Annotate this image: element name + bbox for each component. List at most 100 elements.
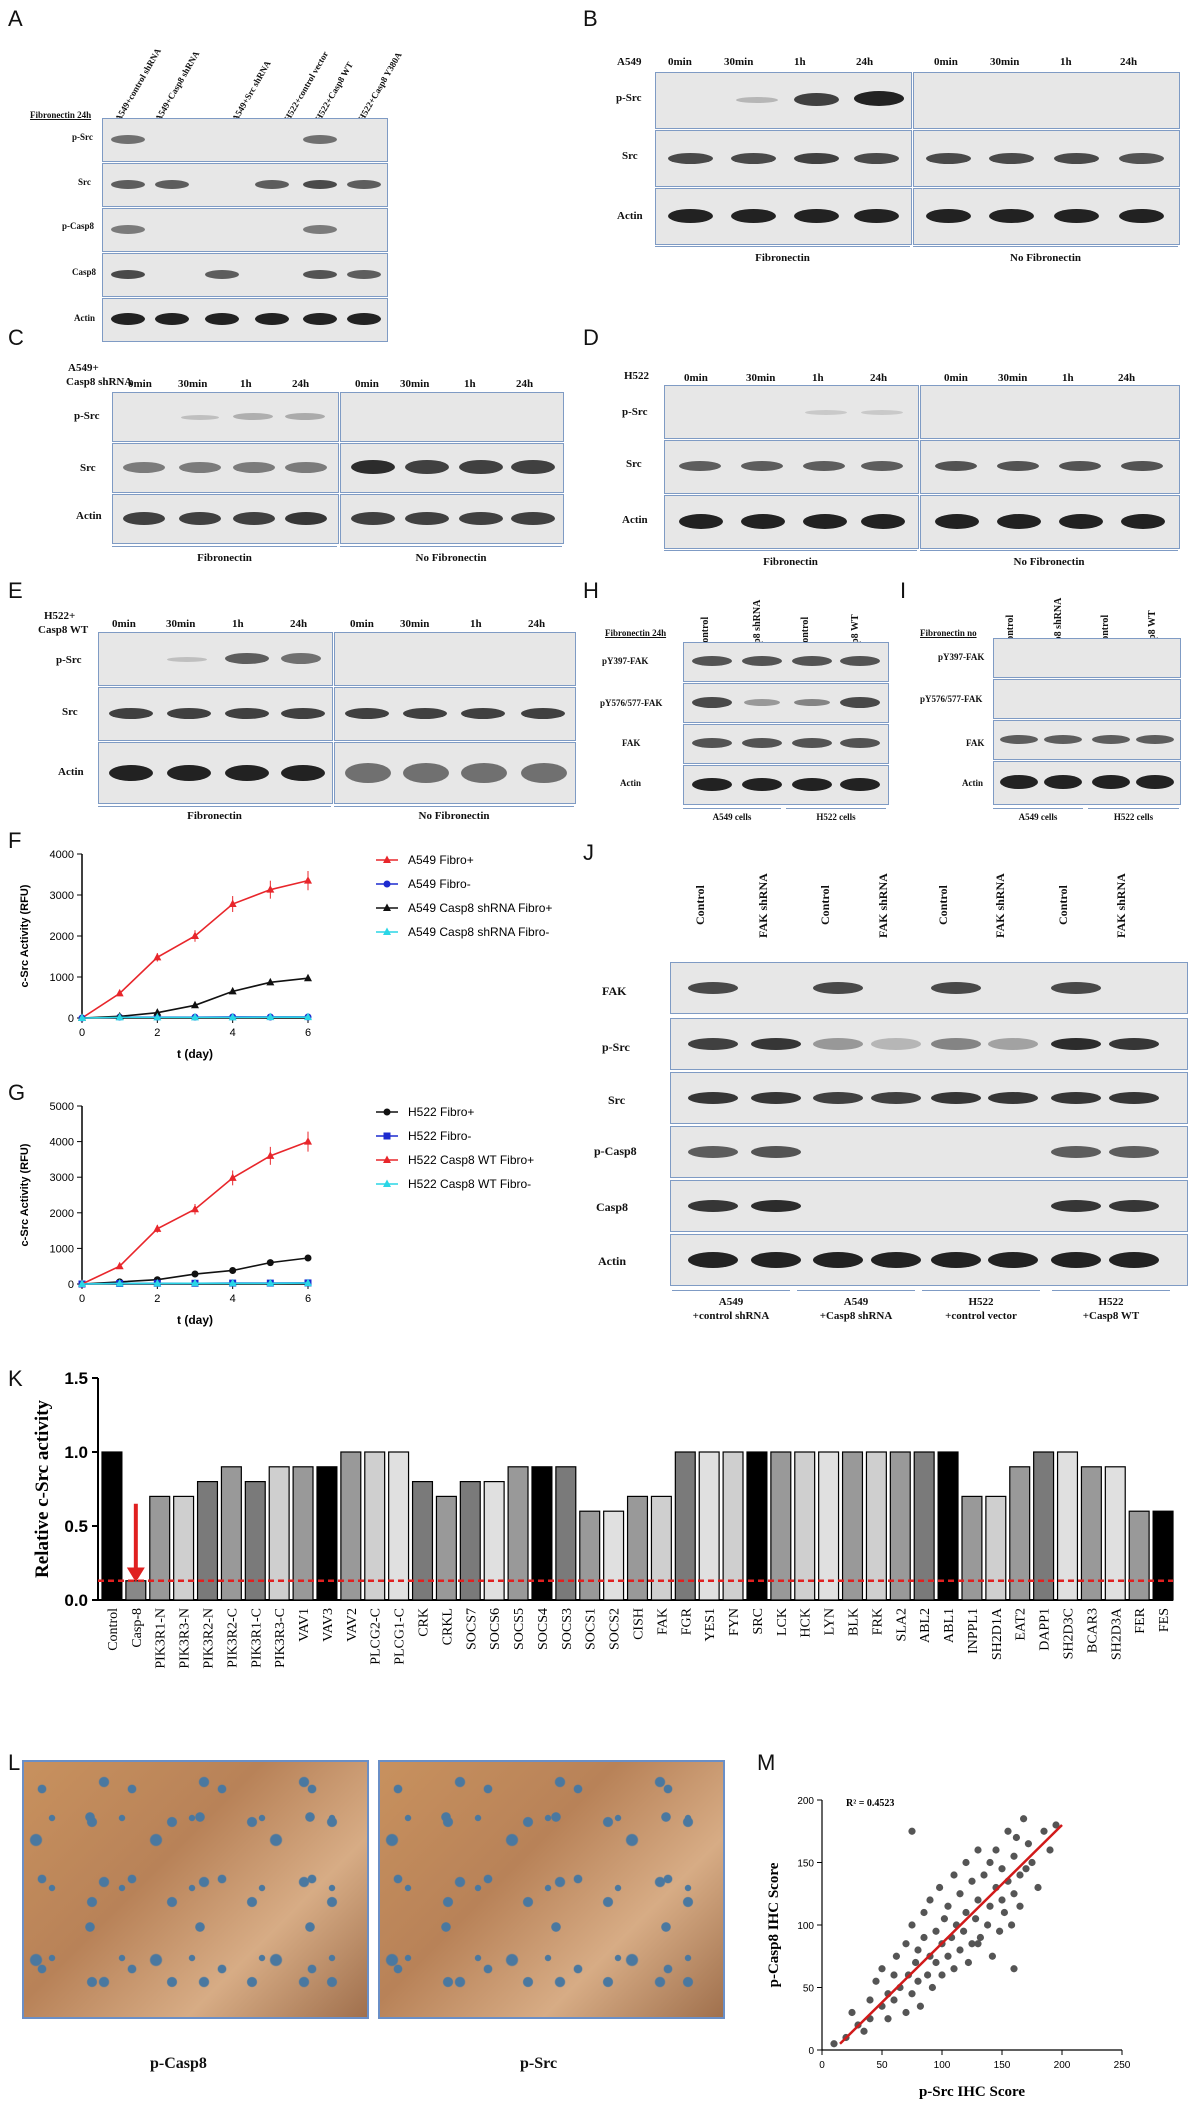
category-label: VAV2 bbox=[345, 1608, 360, 1642]
bar bbox=[770, 1451, 792, 1601]
blot-e-src-fn bbox=[98, 687, 333, 741]
category-label: INPPL1 bbox=[966, 1608, 981, 1654]
blot-e-actin-nofn bbox=[334, 742, 576, 804]
band bbox=[751, 1200, 801, 1212]
cell-line-label: H522 bbox=[624, 370, 650, 382]
category-label: SOCS5 bbox=[512, 1608, 527, 1650]
bar bbox=[1152, 1510, 1174, 1601]
bar bbox=[722, 1451, 744, 1601]
data-point bbox=[228, 899, 237, 908]
scatter-point bbox=[1024, 1840, 1032, 1848]
red-arrow-head bbox=[126, 1567, 145, 1583]
blot-b-actin-nofn bbox=[913, 188, 1180, 245]
scatter-point bbox=[944, 1952, 952, 1960]
band bbox=[1051, 982, 1101, 994]
time-label: 0min bbox=[355, 378, 379, 390]
band bbox=[813, 1092, 863, 1104]
x-tick-label: 6 bbox=[305, 1027, 311, 1039]
category-label: PLCG1-C bbox=[393, 1608, 408, 1665]
time-label: 30min bbox=[166, 618, 196, 630]
category-label: Control bbox=[106, 1608, 121, 1651]
time-label: 24h bbox=[1118, 372, 1136, 384]
blot-e-src-nofn bbox=[334, 687, 576, 741]
lane-label: H522+Casp8 Y380A bbox=[356, 50, 404, 124]
ihc-caption: p-Src bbox=[520, 2055, 558, 2072]
scatter-point bbox=[1040, 1827, 1048, 1835]
category-label: SOCS2 bbox=[608, 1608, 623, 1650]
panel-label-b: B bbox=[583, 6, 598, 31]
data-point bbox=[115, 1012, 124, 1021]
scatter-point bbox=[914, 1977, 922, 1985]
scatter-point bbox=[902, 2008, 910, 2017]
bar bbox=[579, 1510, 601, 1601]
bar bbox=[220, 1466, 242, 1601]
chart-m: 0 50 100 150 200 0 50 100 150 200 250 p-Src IHC Sco… bbox=[766, 1796, 1131, 2100]
bar bbox=[173, 1495, 195, 1601]
category-label: SH2D1A bbox=[990, 1607, 1005, 1660]
row-label: Casp8 bbox=[596, 1200, 629, 1214]
cell-line-label: A549+ bbox=[68, 362, 99, 374]
scatter-point bbox=[938, 1971, 946, 1979]
scatter-point bbox=[914, 1946, 922, 1954]
panel-label-j: J bbox=[583, 840, 594, 865]
blot-d-src-nofn bbox=[920, 440, 1180, 494]
bar bbox=[1056, 1451, 1079, 1601]
category-label: FRK bbox=[870, 1608, 885, 1635]
category-label: PIK3R2-N bbox=[202, 1608, 217, 1669]
scatter-point bbox=[974, 1940, 982, 1948]
legend-marker bbox=[383, 1155, 391, 1163]
row-label: pY397-FAK bbox=[938, 652, 985, 662]
lane-label: FAK shRNA bbox=[756, 873, 770, 938]
category-label: FYN bbox=[727, 1608, 742, 1636]
legend-label: H522 Fibro- bbox=[408, 1129, 471, 1143]
category-label: Casp-8 bbox=[130, 1608, 145, 1648]
bar bbox=[268, 1466, 290, 1601]
row-label: p-Src bbox=[72, 132, 93, 142]
blot-j-src bbox=[670, 1072, 1188, 1124]
time-label: 24h bbox=[292, 378, 310, 390]
blot-h-fak bbox=[683, 724, 889, 764]
scatter-point bbox=[902, 1940, 910, 1948]
category-label: SH2D3C bbox=[1062, 1608, 1077, 1659]
y-tick-label: 100 bbox=[797, 1921, 814, 1932]
band bbox=[1051, 1038, 1101, 1050]
time-label: 1h bbox=[232, 618, 244, 630]
category-label: PIK3R3-C bbox=[273, 1608, 288, 1668]
band bbox=[1109, 1092, 1159, 1104]
row-label: Actin bbox=[617, 210, 643, 222]
blot-j-fak bbox=[670, 962, 1188, 1014]
scatter-point bbox=[984, 1921, 992, 1929]
time-label: 30min bbox=[400, 378, 430, 390]
scatter-point bbox=[974, 1846, 982, 1854]
row-label: Actin bbox=[76, 510, 102, 522]
scatter-point bbox=[992, 1846, 1000, 1854]
time-label: 0min bbox=[668, 56, 692, 68]
data-point bbox=[191, 1204, 199, 1213]
scatter-point bbox=[916, 2002, 924, 2010]
band bbox=[988, 1092, 1038, 1104]
data-point bbox=[153, 1012, 162, 1021]
scatter-point bbox=[980, 1871, 988, 1879]
category-label: ABL2 bbox=[918, 1608, 933, 1643]
data-point bbox=[228, 1012, 237, 1021]
data-point bbox=[153, 1278, 162, 1287]
blot-j-p-casp8 bbox=[670, 1126, 1188, 1178]
x-tick-label: 150 bbox=[994, 2060, 1011, 2071]
legend-label: A549 Casp8 shRNA Fibro+ bbox=[408, 901, 552, 915]
y-tick-label: 4000 bbox=[50, 849, 74, 861]
blot-a-pcasp8 bbox=[102, 208, 388, 252]
data-point bbox=[229, 1266, 237, 1274]
bar bbox=[889, 1451, 911, 1601]
category-label: SH2D3A bbox=[1109, 1607, 1124, 1660]
bar bbox=[196, 1480, 219, 1601]
scatter-point bbox=[996, 1927, 1004, 1935]
row-label: p-Src bbox=[74, 410, 100, 422]
group-label: A549 cells bbox=[1018, 812, 1058, 822]
data-point bbox=[191, 1270, 199, 1278]
blot-i-py576 bbox=[993, 679, 1181, 719]
time-label: 24h bbox=[856, 56, 874, 68]
scatter-point bbox=[950, 1871, 958, 1879]
row-label: p-Src bbox=[616, 92, 642, 104]
time-label: 1h bbox=[1060, 56, 1072, 68]
legend-label: A549 Fibro+ bbox=[408, 853, 474, 867]
